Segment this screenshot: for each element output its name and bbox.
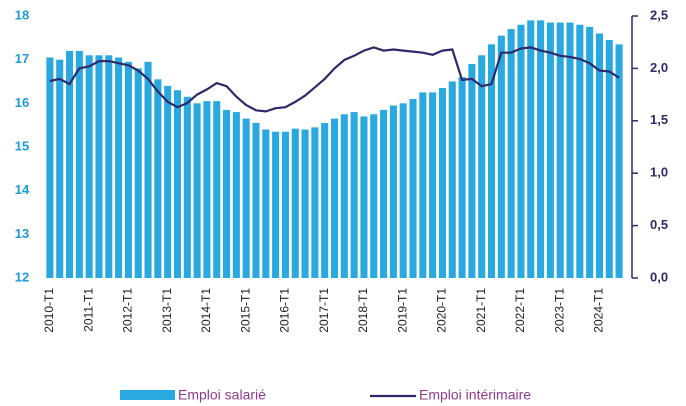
legend-label: Emploi intérimaire — [419, 387, 531, 403]
y-tick-label: 12 — [15, 269, 29, 284]
bar — [350, 112, 358, 278]
bar — [448, 81, 456, 278]
bar — [380, 109, 388, 278]
bar — [419, 92, 427, 279]
x-tick-label: 2020-T1 — [435, 288, 449, 333]
x-tick-label: 2015-T1 — [238, 288, 252, 333]
x-tick-label: 2018-T1 — [356, 288, 370, 333]
bar — [75, 50, 83, 278]
bar — [468, 64, 476, 279]
bar — [576, 24, 584, 278]
y2-tick-label: 0,5 — [650, 217, 668, 232]
bar — [438, 88, 446, 278]
bar — [134, 68, 142, 279]
bar — [360, 116, 368, 278]
bar — [586, 26, 594, 278]
bar — [458, 77, 466, 278]
bar — [242, 118, 250, 278]
bar — [223, 109, 231, 278]
bar — [330, 118, 339, 278]
bar — [321, 122, 329, 278]
x-tick-label: 2016-T1 — [278, 288, 292, 333]
x-tick-label: 2013-T1 — [160, 288, 174, 333]
bar — [193, 103, 201, 278]
x-tick-label: 2014-T1 — [199, 288, 213, 333]
bar — [429, 92, 437, 279]
bar — [340, 114, 348, 278]
bar — [556, 22, 564, 278]
bar — [527, 20, 535, 278]
y2-tick-label: 2,5 — [650, 7, 668, 22]
bar — [399, 103, 407, 278]
bar — [566, 22, 574, 278]
y-tick-label: 14 — [15, 182, 30, 197]
bar — [281, 131, 289, 278]
bar — [595, 33, 603, 278]
bar — [301, 129, 309, 278]
bar — [497, 35, 505, 279]
x-tick-label: 2022-T1 — [513, 288, 527, 333]
bar — [66, 50, 74, 278]
x-tick-label: 2011-T1 — [81, 288, 95, 332]
bar — [517, 24, 525, 278]
x-tick-label: 2010-T1 — [42, 288, 56, 333]
bar — [105, 55, 113, 278]
bar — [537, 20, 545, 278]
bar — [115, 57, 123, 278]
x-tick-label: 2012-T1 — [121, 288, 135, 333]
bar — [291, 128, 299, 278]
y-tick-label: 18 — [15, 7, 29, 22]
y-tick-label: 17 — [15, 51, 29, 66]
bar — [546, 22, 554, 278]
bar — [605, 40, 613, 279]
bar — [85, 55, 93, 278]
bar — [56, 59, 64, 278]
bar — [272, 131, 280, 278]
bar — [164, 85, 172, 278]
x-tick-label: 2017-T1 — [317, 288, 331, 333]
y2-tick-label: 1,5 — [650, 112, 668, 127]
legend-swatch — [120, 390, 175, 400]
bar — [124, 61, 132, 278]
bar — [370, 114, 378, 278]
bar — [203, 101, 211, 279]
y-tick-label: 15 — [15, 138, 29, 153]
bar — [478, 55, 486, 278]
bar — [409, 98, 417, 278]
x-tick-label: 2019-T1 — [395, 288, 409, 333]
bar — [507, 29, 515, 278]
line — [49, 46, 620, 113]
bar — [262, 129, 270, 278]
y-tick-label: 13 — [15, 226, 29, 241]
legend-label: Emploi salarié — [178, 387, 266, 403]
y2-tick-label: 2,0 — [650, 60, 668, 75]
bar — [487, 44, 496, 279]
y-tick-label: 16 — [15, 95, 29, 110]
bar — [232, 112, 240, 278]
bar — [46, 57, 54, 278]
bar — [252, 122, 260, 278]
bar — [144, 61, 152, 278]
y2-tick-label: 0,0 — [650, 269, 668, 284]
bar — [389, 105, 397, 279]
x-tick-label: 2024-T1 — [592, 288, 606, 333]
bar — [213, 101, 221, 279]
bar — [311, 127, 319, 278]
y2-tick-label: 1,0 — [650, 165, 668, 180]
x-tick-label: 2021-T1 — [474, 288, 488, 333]
bar — [173, 90, 182, 278]
bar — [615, 44, 623, 279]
bar — [154, 79, 162, 278]
x-tick-label: 2023-T1 — [552, 288, 566, 333]
bar — [95, 55, 103, 278]
bar — [183, 96, 191, 279]
